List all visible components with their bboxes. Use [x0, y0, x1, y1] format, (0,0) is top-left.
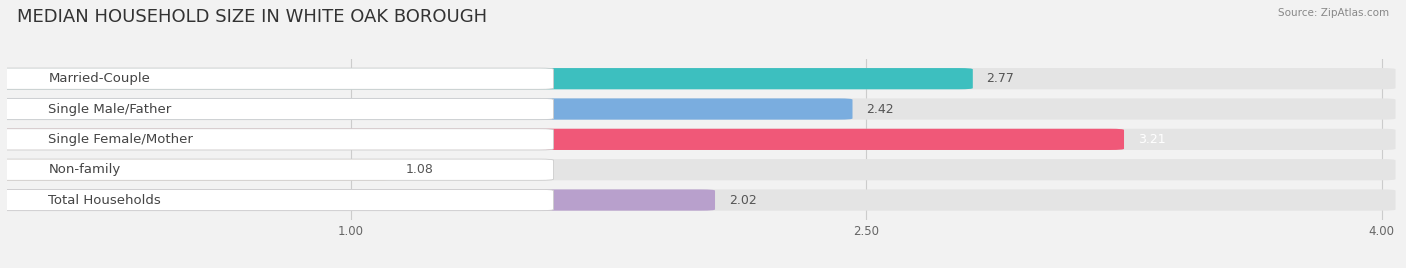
Text: 2.02: 2.02	[728, 193, 756, 207]
FancyBboxPatch shape	[0, 68, 554, 89]
FancyBboxPatch shape	[0, 68, 973, 89]
FancyBboxPatch shape	[0, 98, 1396, 120]
Text: 1.08: 1.08	[406, 163, 433, 176]
FancyBboxPatch shape	[0, 98, 852, 120]
FancyBboxPatch shape	[0, 129, 554, 150]
Text: Total Households: Total Households	[48, 193, 162, 207]
Text: MEDIAN HOUSEHOLD SIZE IN WHITE OAK BOROUGH: MEDIAN HOUSEHOLD SIZE IN WHITE OAK BOROU…	[17, 8, 486, 26]
Text: Source: ZipAtlas.com: Source: ZipAtlas.com	[1278, 8, 1389, 18]
FancyBboxPatch shape	[0, 189, 716, 211]
Text: Non-family: Non-family	[48, 163, 121, 176]
FancyBboxPatch shape	[0, 189, 1396, 211]
FancyBboxPatch shape	[0, 129, 1123, 150]
FancyBboxPatch shape	[0, 159, 1396, 180]
FancyBboxPatch shape	[0, 159, 554, 180]
FancyBboxPatch shape	[0, 159, 392, 180]
Text: Married-Couple: Married-Couple	[48, 72, 150, 85]
Text: 2.77: 2.77	[987, 72, 1014, 85]
FancyBboxPatch shape	[0, 189, 554, 211]
Text: Single Male/Father: Single Male/Father	[48, 103, 172, 116]
FancyBboxPatch shape	[0, 129, 1396, 150]
FancyBboxPatch shape	[0, 68, 1396, 89]
FancyBboxPatch shape	[0, 98, 554, 120]
Text: Single Female/Mother: Single Female/Mother	[48, 133, 193, 146]
Text: 3.21: 3.21	[1137, 133, 1166, 146]
Text: 2.42: 2.42	[866, 103, 894, 116]
